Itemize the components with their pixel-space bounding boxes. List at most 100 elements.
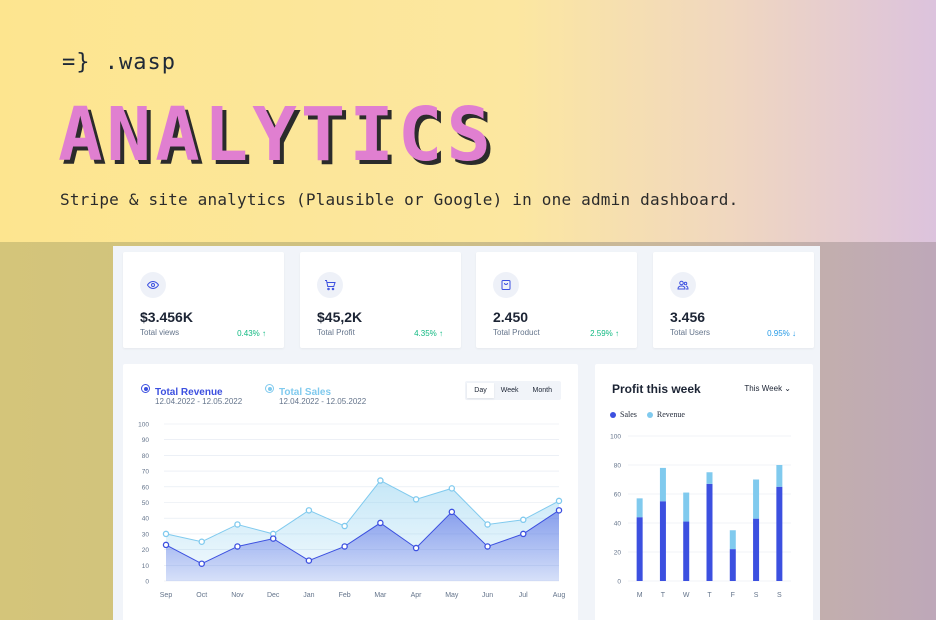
period-week-button[interactable]: Week	[500, 387, 519, 394]
data-point	[555, 507, 563, 514]
x-tick-label: May	[445, 592, 459, 599]
y-tick-label: 80	[142, 453, 150, 460]
stat-label: Total views	[140, 328, 180, 337]
data-point	[520, 516, 527, 524]
legend-total-revenue[interactable]: Total Revenue 12.04.2022 - 12.05.2022	[141, 382, 242, 406]
bar-segment	[636, 498, 643, 518]
x-tick-label: F	[731, 592, 735, 599]
bar-segment	[659, 501, 666, 581]
data-point	[484, 543, 491, 550]
arrow-down-icon: ↓	[792, 329, 796, 338]
arrow-up-icon: ↑	[439, 329, 443, 338]
period-day-button[interactable]: Day	[467, 383, 494, 398]
x-tick-label: Apr	[411, 592, 423, 599]
arrow-up-icon: ↑	[615, 329, 619, 338]
bar-segment	[729, 530, 736, 550]
y-tick-label: 20	[614, 550, 622, 557]
data-point	[555, 497, 563, 505]
x-tick-label: M	[637, 592, 643, 599]
data-point	[484, 521, 491, 528]
y-tick-label: 20	[142, 547, 150, 554]
stat-label: Total Users	[670, 328, 711, 337]
x-tick-label: S	[777, 592, 782, 599]
data-point	[162, 530, 170, 538]
x-tick-label: Oct	[196, 592, 207, 599]
y-tick-label: 60	[614, 492, 622, 499]
data-point	[412, 544, 420, 552]
data-point	[341, 543, 348, 550]
bar-segment	[683, 492, 690, 522]
stat-delta: 0.95% ↓	[767, 329, 796, 338]
legend-revenue[interactable]: Revenue	[646, 410, 685, 419]
bar-segment	[753, 479, 760, 519]
y-tick-label: 100	[138, 422, 149, 429]
dashboard-screenshot: $3.456K Total views 0.43% ↑ $45,2K Total…	[113, 246, 820, 620]
stat-delta: 2.59% ↑	[590, 329, 619, 338]
stat-label: Total Product	[493, 328, 540, 337]
x-tick-label: Jun	[482, 592, 493, 599]
x-tick-label: T	[707, 592, 712, 599]
revenue-area-chart: 0 10 20 30 40 50 60 70 80 90 100 Sep Oct Nov Dec Jan Feb…	[138, 422, 565, 600]
profit-chart-panel: Profit this week This Week ⌄ Sales Reven…	[595, 364, 813, 620]
users-icon	[670, 272, 696, 298]
x-tick-label: Dec	[267, 592, 280, 599]
stat-value: 3.456	[670, 309, 706, 325]
x-tick-label: Feb	[339, 592, 351, 599]
data-point	[162, 541, 170, 549]
y-tick-label: 0	[617, 579, 621, 586]
x-tick-label: T	[661, 592, 666, 599]
data-point	[234, 521, 241, 528]
revenue-chart-panel: Total Revenue 12.04.2022 - 12.05.2022 To…	[123, 364, 578, 620]
data-point	[341, 522, 348, 530]
y-tick-label: 80	[614, 463, 622, 470]
profit-legend: Sales Revenue	[610, 410, 693, 419]
wasp-logo: =} .wasp	[62, 50, 176, 75]
stat-label: Total Profit	[317, 328, 355, 337]
legend-sales[interactable]: Sales	[610, 410, 637, 419]
stat-value: $45,2K	[317, 309, 363, 325]
bar-segment	[753, 518, 760, 581]
chevron-down-icon: ⌄	[784, 384, 791, 393]
period-month-button[interactable]: Month	[532, 387, 552, 394]
data-point	[198, 538, 205, 545]
bar-segment	[636, 517, 643, 581]
bar-segment	[729, 549, 736, 581]
stat-card-views: $3.456K Total views 0.43% ↑	[123, 252, 284, 348]
x-tick-label: Mar	[374, 592, 387, 599]
data-point	[412, 496, 420, 503]
period-switcher: Day Week Month	[465, 381, 561, 400]
eye-icon	[140, 272, 166, 298]
y-tick-label: 40	[614, 521, 622, 528]
bar-segment	[659, 467, 666, 502]
y-tick-label: 70	[142, 469, 150, 476]
legend-total-sales[interactable]: Total Sales 12.04.2022 - 12.05.2022	[265, 382, 366, 406]
data-point	[377, 477, 384, 484]
cart-icon	[317, 272, 343, 298]
data-point	[448, 485, 456, 492]
data-point	[520, 530, 527, 538]
y-tick-label: 30	[142, 531, 150, 538]
bar-segment	[776, 465, 783, 487]
bag-icon	[493, 272, 519, 298]
data-point	[305, 557, 313, 564]
week-select[interactable]: This Week ⌄	[744, 384, 791, 393]
bar-segment	[776, 486, 783, 581]
data-point	[377, 519, 384, 527]
profit-bar-chart: 0 20 40 60 80 100 M T W T F S S	[610, 434, 791, 599]
y-tick-label: 0	[145, 579, 149, 586]
series-line	[165, 479, 560, 543]
x-tick-label: W	[683, 592, 690, 599]
stat-value: 2.450	[493, 309, 529, 325]
legend-date-range: 12.04.2022 - 12.05.2022	[155, 397, 243, 406]
y-tick-label: 50	[142, 500, 150, 507]
data-point	[234, 543, 241, 550]
hero-subtitle: Stripe & site analytics (Plausible or Go…	[60, 190, 739, 209]
bar-segment	[706, 483, 713, 581]
data-point	[305, 507, 313, 514]
stat-delta: 0.43% ↑	[237, 329, 266, 338]
stat-value: $3.456K	[140, 309, 193, 325]
x-tick-label: Nov	[231, 592, 244, 599]
y-tick-label: 90	[142, 437, 150, 444]
y-tick-label: 100	[610, 434, 621, 441]
x-tick-label: Sep	[160, 592, 173, 599]
